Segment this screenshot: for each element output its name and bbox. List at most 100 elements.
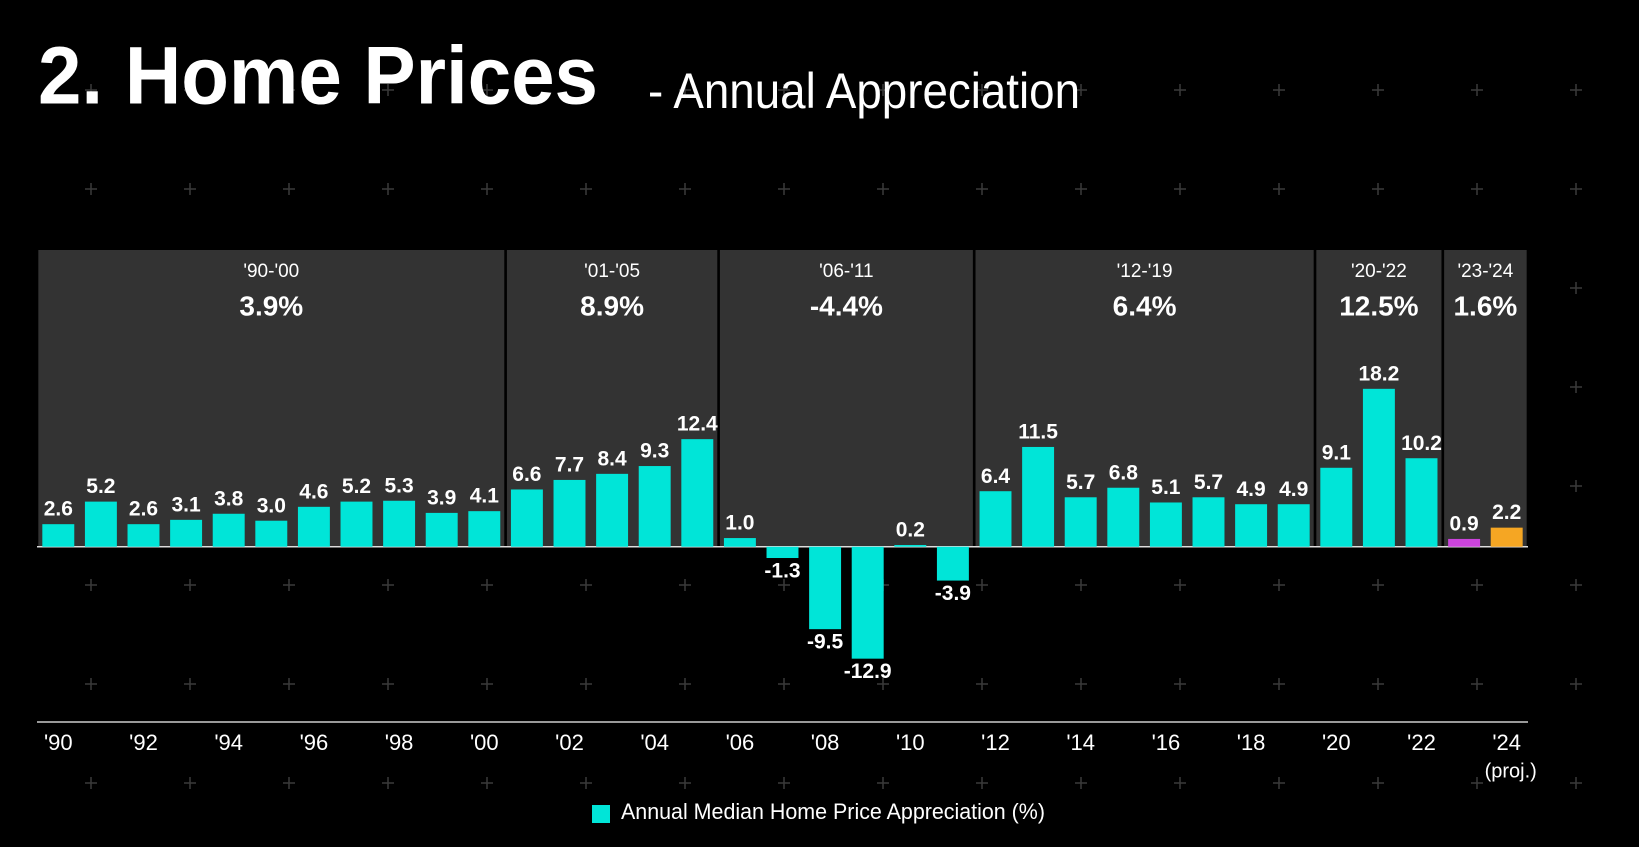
value-label: 1.0: [725, 512, 754, 535]
legend-label: Annual Median Home Price Appreciation (%…: [621, 799, 1045, 824]
value-label: 2.6: [44, 498, 73, 521]
bar: [723, 538, 756, 547]
bar: [638, 466, 671, 547]
value-label: 5.1: [1151, 476, 1181, 499]
period-label: '23-'24: [1457, 261, 1513, 282]
bar: [1192, 497, 1225, 547]
value-label: 6.6: [512, 463, 541, 486]
bar: [1490, 527, 1523, 547]
x-tick-label: '20: [1322, 730, 1351, 755]
x-tick-label: '04: [640, 730, 669, 755]
x-tick-label: '02: [555, 730, 584, 755]
value-label: 3.0: [257, 494, 286, 517]
value-label: 5.2: [86, 475, 115, 498]
bar: [851, 546, 884, 659]
value-label: 5.7: [1066, 471, 1095, 494]
bar: [979, 491, 1012, 547]
bar: [553, 479, 586, 547]
x-tick-label: '12: [981, 730, 1010, 755]
bar: [1362, 388, 1395, 547]
period-label: '01-'05: [584, 261, 640, 282]
value-label: 11.5: [1018, 421, 1058, 444]
bar: [809, 546, 842, 630]
period-box: [719, 250, 973, 547]
value-label: 6.8: [1109, 461, 1139, 484]
value-label: 8.4: [597, 447, 627, 470]
period-average: 8.9%: [580, 290, 644, 321]
period-box: [1444, 250, 1527, 547]
x-tick-label: '18: [1237, 730, 1266, 755]
value-label: 0.2: [896, 519, 925, 542]
x-tick-label: '98: [385, 730, 414, 755]
bar: [468, 511, 501, 547]
value-label: 9.3: [640, 440, 669, 463]
bar: [681, 439, 714, 547]
x-tick-label: '96: [300, 730, 329, 755]
period-average: 1.6%: [1453, 290, 1517, 321]
bar: [596, 473, 629, 547]
value-label: 12.4: [677, 413, 718, 436]
bar: [212, 513, 245, 547]
x-tick-label: '16: [1152, 730, 1181, 755]
bar: [1022, 446, 1055, 547]
value-label: 18.2: [1358, 362, 1399, 385]
value-label: 9.1: [1322, 441, 1352, 464]
value-label: 4.6: [299, 480, 328, 503]
bar: [1235, 504, 1268, 547]
period-box: [38, 250, 505, 547]
bar: [42, 524, 75, 547]
period-label: '90-'00: [243, 261, 299, 282]
value-label: -1.3: [764, 560, 800, 583]
value-label: -12.9: [844, 660, 892, 683]
x-tick-label: '94: [214, 730, 243, 755]
value-label: 5.3: [384, 474, 413, 497]
value-label: -9.5: [807, 631, 844, 654]
bar: [1277, 504, 1310, 547]
bar: [425, 512, 458, 547]
bar: [340, 501, 373, 547]
value-label: 2.2: [1492, 501, 1521, 524]
bar: [1149, 502, 1182, 547]
bar: [510, 489, 543, 547]
bar: [170, 519, 203, 547]
chart-subtitle: - Annual Appreciation: [648, 63, 1080, 119]
bar: [1107, 487, 1140, 547]
period-label: '20-'22: [1351, 261, 1407, 282]
bar: [255, 520, 288, 547]
bar: [127, 524, 160, 547]
bar: [383, 500, 416, 547]
period-average: 12.5%: [1339, 290, 1418, 321]
x-tick-label: '14: [1066, 730, 1095, 755]
bar: [1448, 538, 1481, 547]
x-tick-label: '90: [44, 730, 73, 755]
x-tick-label: '10: [896, 730, 925, 755]
period-average: 3.9%: [239, 290, 303, 321]
bar: [84, 501, 117, 547]
x-tick-label: '06: [726, 730, 755, 755]
bar: [936, 546, 969, 581]
value-label: 4.9: [1279, 478, 1308, 501]
period-average: -4.4%: [810, 290, 883, 321]
value-label: 5.7: [1194, 471, 1223, 494]
value-label: 10.2: [1401, 432, 1442, 455]
annotation: (proj.): [1485, 760, 1537, 782]
x-tick-label: '08: [811, 730, 840, 755]
value-label: 4.1: [470, 485, 500, 508]
x-tick-label: '24: [1492, 730, 1521, 755]
value-label: 0.9: [1449, 512, 1478, 535]
value-label: 6.4: [981, 465, 1011, 488]
legend-swatch: [592, 805, 610, 823]
value-label: 3.1: [171, 493, 201, 516]
bar: [1320, 467, 1353, 547]
period-label: '06-'11: [819, 261, 873, 282]
period-average: 6.4%: [1113, 290, 1177, 321]
value-label: 7.7: [555, 453, 584, 476]
value-label: 4.9: [1236, 478, 1265, 501]
period-label: '12-'19: [1117, 261, 1173, 282]
value-label: 2.6: [129, 498, 158, 521]
x-tick-label: '92: [129, 730, 158, 755]
bar: [766, 546, 799, 559]
value-label: 3.9: [427, 486, 456, 509]
